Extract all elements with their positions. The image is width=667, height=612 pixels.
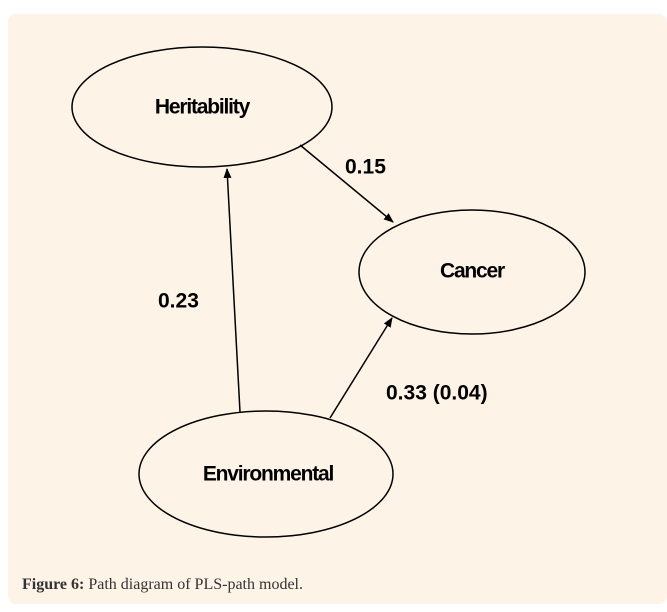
edge-arrow [299, 144, 394, 223]
edge-arrow [329, 317, 393, 419]
node-label: Cancer [440, 260, 505, 283]
edge-label: 0.15 [345, 156, 386, 179]
node-cancer [358, 209, 586, 335]
node-environmental [138, 410, 394, 538]
edge-arrow [223, 168, 241, 413]
figure-panel [8, 14, 667, 604]
node-heritability [71, 46, 333, 168]
caption-text: Path diagram of PLS-path model. [88, 576, 303, 593]
caption-label: Figure 6: [22, 576, 85, 593]
node-label: Heritability [155, 96, 251, 119]
edge-label: 0.23 [158, 290, 199, 313]
edge-label: 0.33 (0.04) [386, 382, 488, 405]
caption: Figure 6: Path diagram of PLS-path model… [22, 576, 303, 594]
node-label: Environmental [203, 463, 334, 486]
